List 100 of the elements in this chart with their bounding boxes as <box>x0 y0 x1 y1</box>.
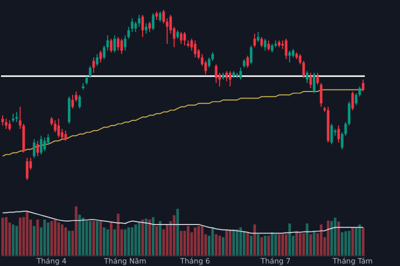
bar <box>57 222 60 256</box>
bar <box>348 230 350 256</box>
candlestick <box>267 40 270 52</box>
candlestick <box>256 31 260 43</box>
bar <box>92 221 95 256</box>
candlestick <box>253 33 256 48</box>
bar <box>54 220 56 256</box>
bar <box>138 222 140 256</box>
candlestick <box>316 72 319 86</box>
bar <box>36 220 39 256</box>
bar <box>256 234 260 256</box>
candlestick <box>1 114 4 126</box>
bar <box>362 227 364 256</box>
bar <box>106 229 109 256</box>
bar <box>99 221 102 256</box>
bar <box>326 220 330 256</box>
bar <box>141 220 144 256</box>
bar <box>340 232 344 256</box>
bar <box>26 212 28 256</box>
bar <box>295 230 298 256</box>
bar <box>180 230 182 256</box>
bar <box>78 214 81 256</box>
candlestick <box>225 70 228 82</box>
candlestick <box>362 79 364 92</box>
candlestick <box>88 65 92 78</box>
bar <box>302 233 305 256</box>
bar <box>12 224 14 256</box>
bar <box>344 231 347 256</box>
bar <box>306 223 308 256</box>
bar <box>68 230 70 256</box>
candlestick <box>183 31 186 46</box>
bar <box>15 226 18 256</box>
candlestick <box>26 157 28 180</box>
candlestick <box>250 45 252 65</box>
candlestick <box>351 90 354 111</box>
bar <box>298 233 302 256</box>
candlestick <box>78 94 81 109</box>
candlestick <box>96 54 98 66</box>
bar <box>60 224 64 256</box>
candlestick <box>124 34 126 52</box>
candlestick <box>4 118 8 130</box>
bar <box>312 230 316 256</box>
bar <box>351 227 354 256</box>
bar <box>144 218 148 256</box>
candlestick <box>148 21 151 32</box>
bar <box>162 229 165 256</box>
bar <box>32 226 36 256</box>
candlestick <box>68 96 70 124</box>
bar <box>354 227 358 256</box>
bar <box>288 223 291 256</box>
bar <box>148 220 151 256</box>
bar <box>320 224 322 256</box>
candlestick <box>208 56 210 68</box>
candlestick <box>337 125 340 144</box>
candlestick <box>92 56 95 74</box>
bar <box>152 217 154 256</box>
bar <box>46 222 50 256</box>
bar <box>222 237 224 256</box>
bar <box>267 236 270 256</box>
candlestick <box>228 70 232 87</box>
candlestick <box>40 135 42 155</box>
candlestick <box>246 55 249 68</box>
candlestick <box>320 82 322 108</box>
candlestick <box>138 14 140 28</box>
bar <box>4 217 8 256</box>
candlestick <box>60 128 64 140</box>
bar <box>250 236 252 256</box>
candlestick <box>180 31 182 44</box>
bar <box>218 236 221 256</box>
candlestick <box>158 11 162 22</box>
bar <box>113 229 116 256</box>
bar <box>116 214 120 256</box>
bar <box>242 230 246 256</box>
bar <box>124 229 126 256</box>
bar <box>82 218 84 256</box>
bar <box>337 222 340 256</box>
bar <box>197 226 200 256</box>
bar <box>155 226 158 256</box>
bar <box>176 208 179 256</box>
bar <box>211 227 214 256</box>
bar <box>172 215 176 256</box>
candlestick <box>306 70 308 84</box>
bar <box>85 221 88 256</box>
bar <box>309 234 312 256</box>
candlestick <box>43 136 46 152</box>
candlestick <box>113 34 116 53</box>
bar <box>186 226 190 256</box>
bar <box>214 234 218 256</box>
candlestick <box>239 67 242 80</box>
bar <box>264 236 266 256</box>
bar <box>274 234 277 256</box>
candlestick <box>330 123 333 145</box>
candlestick <box>284 38 288 60</box>
candlestick <box>8 120 11 132</box>
bar <box>74 206 78 256</box>
candlestick <box>264 38 266 52</box>
candlestick <box>32 138 36 158</box>
bar <box>134 224 137 256</box>
candlestick <box>120 38 123 55</box>
bar <box>260 237 263 256</box>
